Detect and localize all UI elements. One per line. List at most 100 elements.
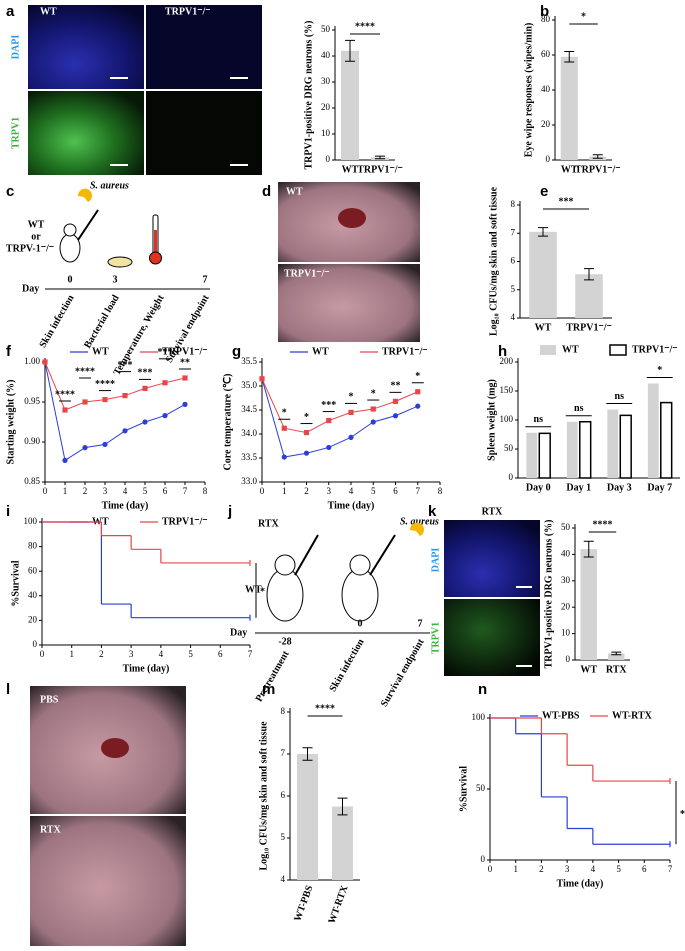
sig-label: * xyxy=(304,412,309,423)
error-bar xyxy=(584,268,594,281)
row-label: TRPV1 xyxy=(430,622,441,654)
photo-label: TRPV1⁻/⁻ xyxy=(284,268,330,279)
point xyxy=(392,398,399,404)
sig-label: *** xyxy=(118,360,133,371)
y-tick-label: 33.0 xyxy=(241,476,257,486)
thermometer xyxy=(154,230,157,255)
event-label: Skin infection xyxy=(327,637,366,694)
point xyxy=(182,375,188,381)
bar xyxy=(538,432,551,479)
y-tick-label: 20 xyxy=(28,614,38,624)
y-tick-label: 4 xyxy=(511,312,516,322)
x-tick-label: 1 xyxy=(282,486,287,496)
bar xyxy=(341,50,359,160)
x-tick-label: 3 xyxy=(327,486,332,496)
panel-letter: n xyxy=(478,681,487,698)
column-label: TRPV1⁻/⁻ xyxy=(165,6,211,17)
treatment-label: RTX xyxy=(258,518,280,529)
point xyxy=(162,413,168,419)
x-tick-label: TRPV1⁻/⁻ xyxy=(566,322,612,333)
day-label: 7 xyxy=(203,274,208,285)
point xyxy=(303,429,310,436)
row-label: TRPV1 xyxy=(10,117,21,149)
group-label: TRPV-1⁻/⁻ xyxy=(6,243,54,254)
sig-label: **** xyxy=(95,379,115,390)
y-tick-label: 0 xyxy=(509,472,514,482)
event-label: Bacterial load xyxy=(82,293,122,351)
x-tick-label: Day 0 xyxy=(526,482,551,493)
line xyxy=(261,378,418,458)
x-tick-label: WT xyxy=(561,164,578,175)
organism-label: S. aureus xyxy=(400,516,439,527)
micrograph-grid: WT TRPV1⁻/⁻ DAPI TRPV1 xyxy=(10,5,262,175)
y-tick-label: 40 xyxy=(28,590,38,600)
error-bar xyxy=(538,227,548,237)
y-axis-label: %Survival xyxy=(10,560,21,606)
point xyxy=(281,454,287,460)
sig-label: **** xyxy=(55,389,75,400)
y-tick-label: 200 xyxy=(500,356,514,366)
lesion xyxy=(101,738,129,758)
x-tick-label: 6 xyxy=(163,486,168,496)
legend-label: WT xyxy=(562,344,579,355)
bar xyxy=(575,274,603,318)
point xyxy=(348,434,354,440)
mouse-icon xyxy=(274,554,296,576)
point xyxy=(42,359,48,365)
day-label: -28 xyxy=(278,636,291,647)
panel-letter: d xyxy=(262,183,271,200)
point xyxy=(62,457,68,463)
error-bar xyxy=(564,51,575,63)
y-tick-label: 20 xyxy=(561,601,571,611)
y-axis-label: Log₁₀ CFUs/mg skin and soft tissue xyxy=(488,186,499,336)
y-axis-label: Core temperature (℃) xyxy=(222,374,233,471)
lesion xyxy=(338,208,366,228)
x-tick-label: WT xyxy=(580,664,597,675)
point xyxy=(142,385,148,391)
petri-dish xyxy=(107,256,133,268)
y-tick-label: 33.5 xyxy=(241,452,257,462)
bacteria-icon xyxy=(409,522,424,536)
group-label: WT xyxy=(245,584,262,595)
y-tick-label: 34.5 xyxy=(241,404,257,414)
syringe xyxy=(369,534,396,576)
x-tick-label: 3 xyxy=(129,649,134,659)
x-tick-label: 4 xyxy=(123,486,128,496)
x-tick-label: 0 xyxy=(260,486,265,496)
photo-label: WT xyxy=(286,186,303,197)
point xyxy=(62,407,68,413)
legend-swatch xyxy=(609,344,627,356)
x-tick-label: WT xyxy=(535,322,552,333)
sig-label: ns xyxy=(615,391,625,402)
sig-label: *** xyxy=(158,347,173,358)
y-axis-label: TRPV1-positive DRG neurons (%) xyxy=(303,21,314,170)
bar xyxy=(608,653,625,660)
y-tick-label: 7 xyxy=(511,227,516,237)
group-label: or xyxy=(31,231,41,242)
micrograph xyxy=(28,91,144,175)
column-label: WT xyxy=(40,6,57,17)
sig-label: *** xyxy=(321,400,336,411)
point xyxy=(122,428,128,434)
point xyxy=(162,380,168,386)
x-tick-label: 8 xyxy=(438,486,443,496)
x-tick-label: 4 xyxy=(349,486,354,496)
thermometer xyxy=(149,251,162,265)
x-tick-label: 5 xyxy=(371,486,376,496)
point xyxy=(122,393,128,399)
point xyxy=(82,445,88,451)
x-tick-label: 0 xyxy=(43,486,48,496)
y-tick-label: 100 xyxy=(472,712,486,722)
sig-label: *** xyxy=(559,196,574,207)
x-axis-label: Time (day) xyxy=(123,663,170,674)
y-axis-label: TRPV1-positive DRG neurons (%) xyxy=(543,520,554,669)
x-tick-label: 7 xyxy=(183,486,188,496)
y-tick-label: 50 xyxy=(504,443,514,453)
legend-label: TRPV1⁻/⁻ xyxy=(162,346,208,357)
axis-label: Day xyxy=(230,627,247,638)
y-axis-label: Log₁₀ CFUs/mg skin and soft tissue xyxy=(258,721,269,871)
bar xyxy=(529,231,557,318)
x-tick-label: 7 xyxy=(668,864,673,874)
bar xyxy=(647,383,659,478)
